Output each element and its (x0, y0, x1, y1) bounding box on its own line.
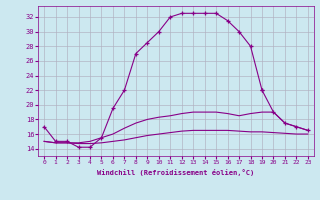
X-axis label: Windchill (Refroidissement éolien,°C): Windchill (Refroidissement éolien,°C) (97, 169, 255, 176)
